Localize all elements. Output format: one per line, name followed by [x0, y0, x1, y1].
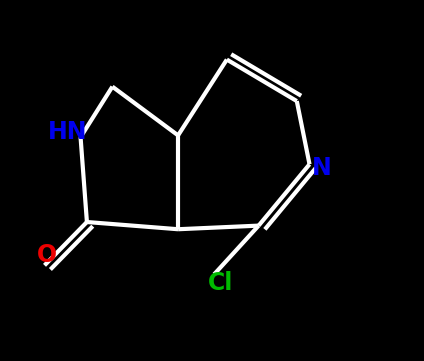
Text: O: O — [36, 243, 57, 266]
Text: Cl: Cl — [208, 271, 233, 295]
Text: HN: HN — [48, 120, 88, 144]
Text: N: N — [312, 156, 332, 180]
